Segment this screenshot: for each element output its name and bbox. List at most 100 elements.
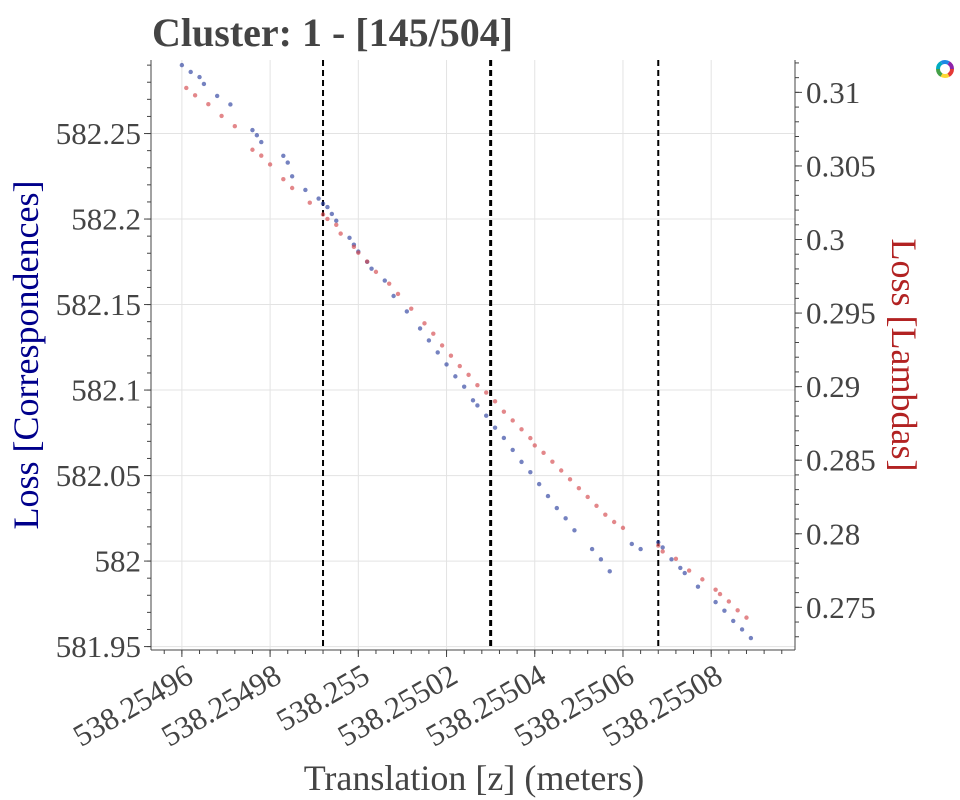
series-lambdas xyxy=(184,85,749,620)
data-point-lambdas xyxy=(700,577,705,582)
data-point-correspondences xyxy=(572,528,577,533)
data-point-lambdas xyxy=(713,587,718,592)
y-right-tick-label: 0.275 xyxy=(806,590,876,625)
data-point-lambdas xyxy=(325,216,330,222)
data-point-lambdas xyxy=(717,591,723,597)
data-point-lambdas xyxy=(673,556,679,561)
data-point-correspondences xyxy=(682,570,687,576)
x-axis-label: Translation [z] (meters) xyxy=(304,758,645,798)
data-point-lambdas xyxy=(395,291,401,297)
data-point-lambdas xyxy=(576,485,582,491)
logo-icon xyxy=(936,60,954,78)
data-point-lambdas xyxy=(559,468,564,473)
data-point-lambdas xyxy=(232,124,238,129)
data-point-lambdas xyxy=(656,543,661,548)
data-point-correspondences xyxy=(179,62,185,68)
vertical-lines xyxy=(322,60,660,650)
data-point-lambdas xyxy=(448,353,454,358)
y-left-tick-label: 582.25 xyxy=(56,116,141,151)
data-point-correspondences xyxy=(669,557,674,562)
data-point-correspondences xyxy=(510,447,515,453)
data-point-lambdas xyxy=(735,608,740,613)
y-left-tick-label: 582 xyxy=(95,544,142,579)
y-left-axis-ticks: 581.95 582 582.05 582.1 582.15 582.2 582.25 xyxy=(56,64,151,664)
data-point-correspondences xyxy=(250,127,255,133)
y-left-axis-label: Loss [Correspondences] xyxy=(6,181,46,530)
data-point-correspondences xyxy=(519,459,524,465)
data-point-lambdas xyxy=(206,101,211,107)
data-point-lambdas xyxy=(466,372,471,378)
data-point-lambdas xyxy=(431,331,436,336)
data-point-correspondences xyxy=(435,350,440,355)
data-point-lambdas xyxy=(338,231,343,236)
data-point-correspondences xyxy=(382,278,387,283)
data-point-lambdas xyxy=(686,568,692,573)
y-right-axis-label: Loss [Lambdas] xyxy=(884,239,924,472)
y-right-tick-label: 0.28 xyxy=(806,516,860,551)
data-point-correspondences xyxy=(320,201,326,206)
data-point-lambdas xyxy=(457,363,462,369)
data-point-correspondences xyxy=(656,540,661,545)
data-point-correspondences xyxy=(678,565,683,571)
data-point-correspondences xyxy=(444,362,449,367)
data-point-correspondences xyxy=(281,153,286,158)
data-point-correspondences xyxy=(492,425,498,430)
data-point-correspondences xyxy=(259,139,264,145)
data-point-correspondences xyxy=(713,599,718,605)
y-right-tick-label: 0.3 xyxy=(806,222,845,257)
y-right-axis-ticks: 0.275 0.28 0.285 0.29 0.295 0.3 0.305 0.31 xyxy=(795,62,876,638)
data-point-lambdas xyxy=(550,459,555,464)
y-right-tick-label: 0.285 xyxy=(806,443,876,478)
data-point-correspondences xyxy=(228,102,233,107)
y-left-tick-label: 581.95 xyxy=(56,629,141,664)
data-point-lambdas xyxy=(603,512,608,517)
data-point-correspondences xyxy=(329,211,335,217)
data-point-correspondences xyxy=(254,133,260,138)
data-point-lambdas xyxy=(726,599,732,604)
series-correspondences xyxy=(179,62,754,641)
data-point-lambdas xyxy=(585,494,590,500)
y-right-tick-label: 0.295 xyxy=(806,296,876,331)
data-point-lambdas xyxy=(519,427,524,432)
grid xyxy=(151,60,795,650)
data-point-correspondences xyxy=(316,196,321,201)
data-point-lambdas xyxy=(475,382,480,388)
data-point-correspondences xyxy=(660,545,665,550)
data-point-correspondences xyxy=(528,469,533,475)
data-point-correspondences xyxy=(214,93,220,99)
data-point-lambdas xyxy=(192,93,198,98)
x-axis-ticks: 538.25496538.25498538.255538.25502538.25… xyxy=(67,650,783,753)
data-point-lambdas xyxy=(510,418,515,423)
data-point-lambdas xyxy=(439,343,445,348)
data-point-correspondences xyxy=(325,204,330,210)
data-point-lambdas xyxy=(541,450,546,456)
y-right-tick-label: 0.29 xyxy=(806,369,860,404)
y-left-tick-label: 582.05 xyxy=(56,458,141,493)
data-point-lambdas xyxy=(373,269,379,275)
data-point-lambdas xyxy=(386,281,392,286)
data-point-correspondences xyxy=(501,435,507,441)
data-point-lambdas xyxy=(528,435,533,441)
data-point-correspondences xyxy=(536,481,542,487)
data-point-lambdas xyxy=(364,259,370,264)
data-point-correspondences xyxy=(722,608,727,613)
data-point-correspondences xyxy=(461,384,467,389)
data-point-lambdas xyxy=(409,306,414,311)
data-point-correspondences xyxy=(554,505,560,511)
data-point-lambdas xyxy=(567,477,573,482)
data-point-lambdas xyxy=(250,147,255,152)
data-point-lambdas xyxy=(334,222,339,227)
data-point-lambdas xyxy=(351,244,357,250)
y-left-tick-label: 582.2 xyxy=(71,202,141,237)
data-point-correspondences xyxy=(347,235,352,241)
data-point-lambdas xyxy=(281,176,286,182)
y-left-tick-label: 582.15 xyxy=(56,287,141,322)
data-point-correspondences xyxy=(188,69,193,75)
data-point-lambdas xyxy=(532,443,537,448)
data-point-correspondences xyxy=(334,218,339,223)
data-point-correspondences xyxy=(417,326,423,331)
axes xyxy=(150,60,796,651)
data-point-correspondences xyxy=(589,546,595,552)
data-point-correspondences xyxy=(598,557,604,562)
